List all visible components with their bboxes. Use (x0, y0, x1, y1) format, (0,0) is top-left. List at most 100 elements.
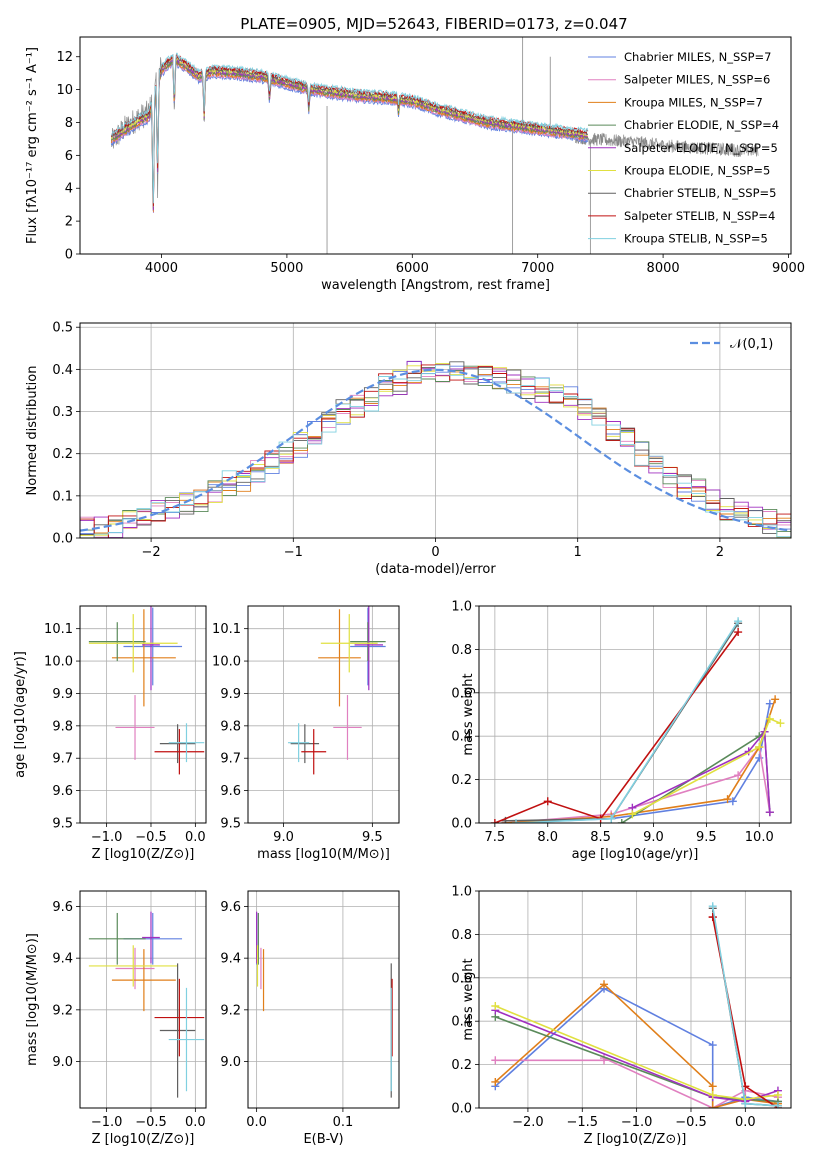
x-tick-label: 1 (574, 545, 582, 560)
mass-weight-marker (491, 1077, 500, 1086)
histogram-series (80, 360, 791, 538)
x-tick-label: 7.5 (485, 830, 506, 845)
x-tick-label: 0.1 (333, 1115, 354, 1130)
mass-weight-marker (708, 902, 717, 911)
y-axis-label: mass [log10(M/M⊙)] (25, 933, 40, 1066)
y-tick-label: 9.2 (220, 1003, 241, 1018)
y-tick-label: 2 (65, 215, 73, 230)
plot-frame-mass_vs_EBV (247, 890, 400, 1109)
model-spectrum-line (110, 61, 588, 213)
y-tick-label: 0.0 (52, 532, 73, 547)
lines-massweight_vs_Z (491, 902, 782, 1108)
model-spectrum-line (110, 63, 589, 214)
points-age_vs_Z (88, 606, 205, 775)
points-mass_vs_Z (88, 911, 205, 1098)
y-tick-label: 0.4 (451, 730, 472, 745)
x-axis-label: Z [log10(Z/Z⊙)] (584, 1132, 687, 1147)
model-spectrum-line (110, 58, 589, 210)
y-tick-label: 9.2 (52, 1003, 73, 1018)
y-tick-label: 0 (65, 248, 73, 263)
y-tick-label: 8 (65, 116, 73, 131)
mass-weight-line (515, 620, 739, 823)
x-tick-label: 5000 (270, 261, 303, 276)
spectrum-lines (110, 37, 759, 254)
legend-entry: 𝒩(0,1) (730, 337, 773, 352)
axes-mass_vs_EBV: 0.0 0.1 9.0 9.2 9.4 9.6 E(B-V) (220, 891, 399, 1147)
mass-weight-marker (755, 743, 764, 752)
legend-entry: Kroupa STELIB, N_SSP=5 (624, 232, 768, 246)
y-tick-label: 0.8 (451, 643, 472, 658)
y-tick-label: 9.7 (52, 752, 73, 767)
mass-weight-marker (723, 795, 732, 804)
y-tick-label: 0.0 (451, 1102, 472, 1117)
y-tick-label: 9.4 (52, 952, 73, 967)
y-tick-label: 0.2 (52, 447, 73, 462)
y-tick-label: 9.9 (220, 687, 241, 702)
x-tick-label: 8000 (647, 261, 680, 276)
x-tick-label: −1.0 (91, 1115, 123, 1130)
x-axis-label: E(B-V) (303, 1132, 343, 1147)
plot-frame-mass_vs_Z (79, 890, 207, 1109)
x-tick-label: 0.0 (185, 1115, 206, 1130)
lines-massweight_vs_age (490, 617, 785, 823)
y-tick-label: 10.1 (212, 622, 241, 637)
y-tick-label: 9.6 (52, 784, 73, 799)
mass-weight-line (495, 1056, 779, 1108)
mass-weight-marker (708, 1104, 717, 1108)
mass-weight-marker (765, 808, 774, 817)
mass-weight-marker (773, 1101, 782, 1108)
y-axis-label: Flux [fλ10⁻¹⁷ erg cm⁻² s⁻¹ A⁻¹] (25, 47, 40, 244)
mass-weight-marker (607, 814, 616, 823)
x-axis-label: Z [log10(Z/Z⊙)] (92, 1132, 195, 1147)
x-tick-label: 9.0 (643, 830, 664, 845)
y-tick-label: 10.0 (44, 655, 73, 670)
y-axis-label: mass weight (461, 673, 476, 755)
mass-weight-line (494, 631, 739, 823)
mass-weight-marker (741, 1099, 750, 1108)
x-tick-label: 9.0 (273, 830, 294, 845)
mass-weight-marker (491, 1056, 500, 1065)
mass-weight-marker (617, 819, 626, 823)
y-tick-label: 10 (56, 83, 73, 98)
x-axis-label: (data-model)/error (375, 562, 496, 577)
legend-entry: Kroupa ELODIE, N_SSP=5 (624, 164, 770, 178)
y-axis-label: age [log10(age/yr)] (13, 651, 28, 778)
y-tick-label: 9.6 (220, 784, 241, 799)
mass-weight-marker (491, 1002, 500, 1011)
y-tick-label: 9.0 (220, 1055, 241, 1070)
x-tick-label: 0 (431, 545, 439, 560)
mass-weight-line (632, 729, 771, 813)
model-spectrum-line (110, 61, 589, 212)
legend-entry: Kroupa MILES, N_SSP=7 (624, 95, 763, 109)
plot-frame-massweight_vs_Z (478, 890, 792, 1109)
y-tick-label: 0.1 (52, 489, 73, 504)
x-tick-label: −1.0 (91, 830, 123, 845)
mass-weight-marker (708, 1082, 717, 1091)
legend-entry: Salpeter STELIB, N_SSP=4 (624, 209, 775, 223)
x-tick-label: 4000 (145, 261, 178, 276)
y-tick-label: 0.4 (451, 1015, 472, 1030)
legend-entry: Salpeter ELODIE, N_SSP=5 (624, 141, 778, 155)
y-tick-label: 6 (65, 149, 73, 164)
mass-weight-marker (708, 1090, 717, 1099)
x-tick-label: −2.0 (512, 1115, 544, 1130)
mass-weight-marker (512, 819, 521, 823)
y-tick-label: 9.5 (220, 817, 241, 832)
axes-mass_vs_Z: −1.0 −0.5 0.0 9.0 9.2 9.4 9.6 Z [log10(Z/Z⊙)] ma… (25, 891, 206, 1147)
y-tick-label: 4 (65, 182, 73, 197)
x-tick-label: 0.0 (246, 1115, 267, 1130)
x-tick-label: −2 (142, 545, 161, 560)
normal-distribution-curve (80, 368, 791, 532)
model-spectrum-line (111, 56, 589, 211)
mass-weight-marker (776, 719, 785, 728)
x-tick-label: 0.0 (735, 1115, 756, 1130)
mass-weight-line (495, 1016, 779, 1103)
mass-weight-marker (490, 819, 499, 823)
x-axis-label: Z [log10(Z/Z⊙)] (92, 847, 195, 862)
axes-age_vs_mass: 9.0 9.5 9.5 9.6 9.7 9.8 9.9 10.0 10.1 mass [log10… (212, 606, 399, 862)
y-tick-label: 0.3 (52, 405, 73, 420)
y-tick-label: 0.2 (451, 1058, 472, 1073)
y-tick-label: 9.8 (220, 719, 241, 734)
mass-weight-marker (765, 699, 774, 708)
mass-weight-line (632, 717, 781, 816)
